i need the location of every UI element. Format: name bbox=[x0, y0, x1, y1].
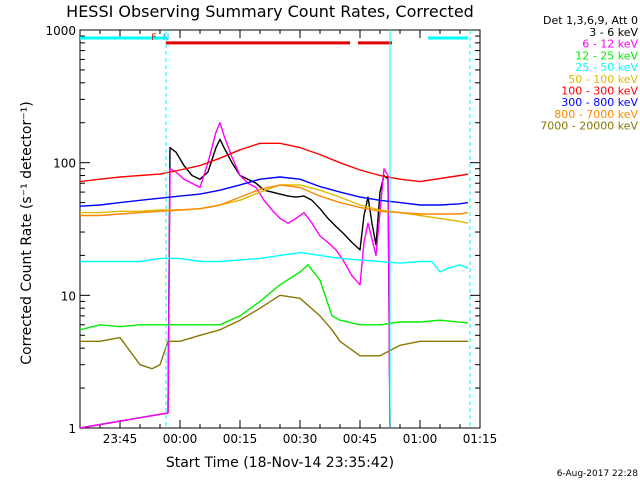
chart-title: HESSI Observing Summary Count Rates, Cor… bbox=[66, 2, 474, 21]
legend-item: 6 - 12 keV bbox=[582, 38, 638, 51]
y-tick-label: 1 bbox=[68, 422, 76, 436]
legend-item: 7000 - 20000 keV bbox=[540, 120, 638, 133]
x-tick-label: 00:15 bbox=[223, 432, 258, 446]
x-tick-label: 00:45 bbox=[343, 432, 378, 446]
y-axis-label: Corrected Count Rate (s⁻¹ detector⁻¹) bbox=[19, 101, 35, 364]
overlay-group: NF bbox=[80, 30, 471, 428]
x-tick-label: 00:30 bbox=[283, 432, 318, 446]
series-100-300-kev bbox=[80, 142, 469, 183]
x-tick-label: 01:00 bbox=[403, 432, 438, 446]
y-tick-label: 10 bbox=[61, 289, 76, 303]
y-tick-label: 100 bbox=[53, 157, 76, 171]
legend-item: 800 - 7000 keV bbox=[554, 108, 638, 121]
legend-item: 25 - 50 keV bbox=[575, 61, 638, 74]
x-tick-label: 01:15 bbox=[463, 432, 498, 446]
date-stamp: 6-Aug-2017 22:28 bbox=[557, 469, 639, 479]
annotation-f: F bbox=[151, 33, 156, 43]
legend-title: Det 1,3,6,9, Att 0 bbox=[543, 14, 638, 27]
series-6-12-kev bbox=[80, 121, 391, 428]
legend-item: 50 - 100 keV bbox=[568, 73, 638, 86]
series-800-7000-kev bbox=[80, 184, 469, 217]
series-12-25-kev bbox=[80, 264, 469, 331]
series-25-50-kev bbox=[80, 251, 469, 273]
y-tick-label: 1000 bbox=[45, 24, 76, 38]
legend-item: 12 - 25 keV bbox=[575, 49, 638, 62]
series-group bbox=[80, 121, 469, 428]
series-300-800-kev bbox=[80, 176, 469, 207]
legend-item: 100 - 300 keV bbox=[561, 85, 638, 98]
x-tick-label: 23:45 bbox=[103, 432, 138, 446]
series-3-6-kev bbox=[80, 138, 391, 428]
x-axis-label: Start Time (18-Nov-14 23:35:42) bbox=[166, 455, 394, 471]
annotation-n: N bbox=[163, 33, 170, 43]
frame-and-ticks: 23:45 00:00 00:15 00:30 00:45 01:00 01:15 1 10 10… bbox=[45, 24, 497, 446]
series-7000-20000-kev bbox=[80, 294, 468, 370]
legend-item: 300 - 800 keV bbox=[561, 96, 638, 109]
legend-item: 3 - 6 keV bbox=[589, 26, 638, 39]
x-tick-label: 00:00 bbox=[163, 432, 198, 446]
